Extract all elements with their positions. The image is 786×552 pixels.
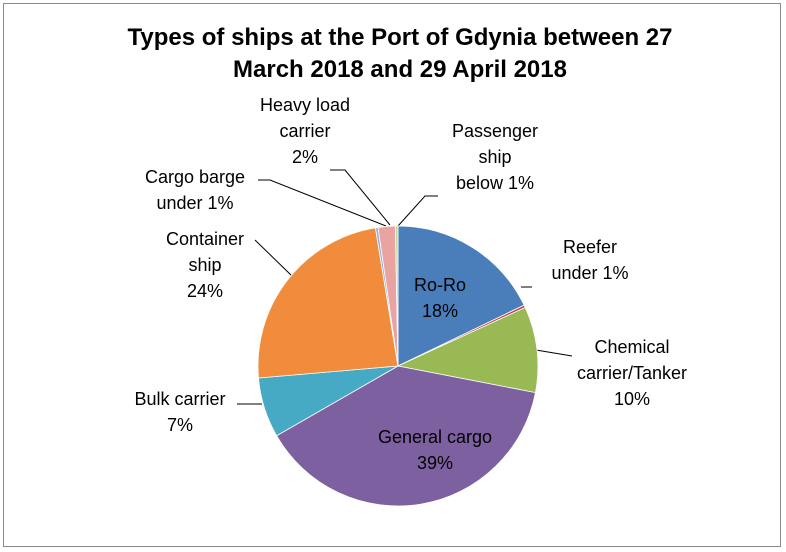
value-label: under 1% xyxy=(156,193,234,213)
value-label: 39% xyxy=(416,453,454,473)
leader-line xyxy=(330,169,391,226)
pie-slice xyxy=(276,365,536,507)
slice-label: Reefer under 1% xyxy=(540,234,640,286)
value-label: 18% xyxy=(421,301,459,321)
leader-lines xyxy=(237,169,573,405)
value-label: 2% xyxy=(291,147,318,167)
category-label: Ro-Ro xyxy=(413,275,466,295)
slice-label: Heavy load carrier 2% xyxy=(250,92,360,170)
leader-line xyxy=(535,349,573,357)
slice-label: Ro-Ro 18% xyxy=(395,272,485,324)
slice-label: Bulk carrier 7% xyxy=(110,386,250,438)
value-label: 24% xyxy=(186,281,224,301)
value-label: below 1% xyxy=(455,173,535,193)
slice-label: Container ship 24% xyxy=(155,226,255,304)
pie-slice xyxy=(397,225,525,367)
leader-line xyxy=(258,179,387,227)
pie-slice xyxy=(396,306,539,394)
category-label: Chemical carrier/Tanker xyxy=(576,337,688,383)
category-label: Bulk carrier xyxy=(134,389,226,409)
leader-line xyxy=(254,239,293,277)
category-label: General cargo xyxy=(377,427,493,447)
category-label: Cargo barge xyxy=(144,167,246,187)
value-label: under 1% xyxy=(551,263,629,283)
category-label: Passenger ship xyxy=(451,121,539,167)
category-label: Container ship xyxy=(165,229,245,275)
value-label: 10% xyxy=(613,389,651,409)
pie-slice xyxy=(257,227,399,379)
slice-label: Chemical carrier/Tanker 10% xyxy=(557,334,707,412)
value-label: 7% xyxy=(166,415,193,435)
category-label: Heavy load carrier xyxy=(259,95,351,141)
category-label: Reefer xyxy=(562,237,618,257)
chart-title: Types of ships at the Port of Gdynia bet… xyxy=(127,24,673,83)
pie-slice xyxy=(394,225,399,367)
leader-line xyxy=(397,195,438,227)
slice-label: Passenger ship below 1% xyxy=(440,118,550,196)
slice-label: General cargo 39% xyxy=(355,424,515,476)
slice-label: Cargo barge under 1% xyxy=(130,164,260,216)
